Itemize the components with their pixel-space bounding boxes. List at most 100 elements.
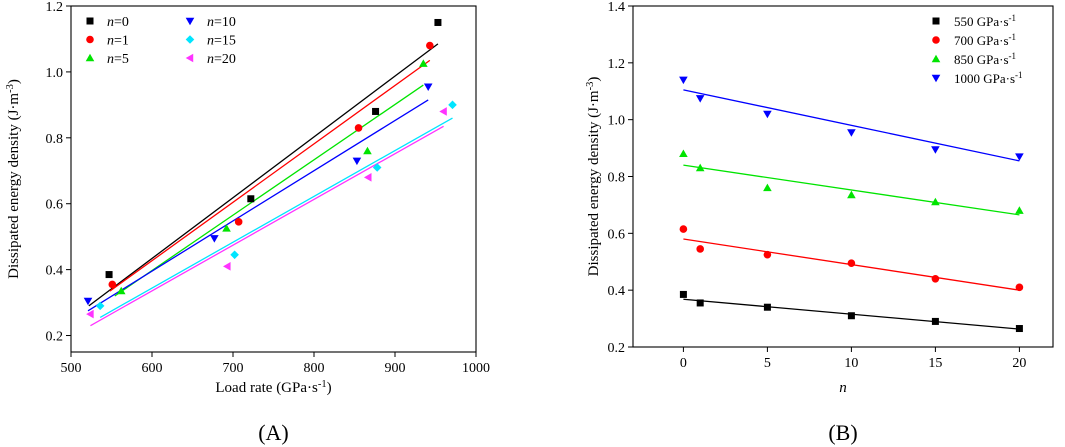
x-tick-label: 5	[764, 356, 771, 371]
data-point	[763, 250, 772, 259]
legend-label: n=10	[207, 15, 236, 30]
plot-frame	[70, 5, 477, 353]
data-point	[363, 146, 372, 155]
data-point	[116, 286, 126, 295]
x-tick-label: 10	[844, 356, 858, 371]
y-tick-label: 0.4	[46, 264, 64, 279]
data-point	[931, 275, 940, 283]
data-point	[847, 312, 855, 320]
y-tick-label: 0.6	[46, 198, 64, 213]
x-tick-label: 1000	[462, 361, 490, 376]
legend-marker	[85, 53, 95, 62]
fit-line	[90, 125, 444, 327]
data-point	[234, 218, 243, 226]
legend-marker	[185, 53, 194, 63]
data-point	[931, 197, 940, 206]
data-point	[695, 163, 705, 172]
data-point	[847, 190, 856, 199]
legend-label: 550 GPa·s-1	[954, 13, 1016, 29]
data-point	[222, 224, 231, 232]
legend-label: n=20	[207, 52, 236, 67]
legend-marker	[931, 54, 941, 63]
y-tick-label: 1.4	[608, 0, 626, 15]
data-point	[423, 83, 433, 92]
x-tick-label: 20	[1012, 356, 1026, 371]
x-tick-label: 0	[680, 356, 687, 371]
y-tick-label: 1.0	[46, 66, 64, 81]
x-tick-label: 900	[385, 361, 406, 376]
fit-line	[683, 164, 1020, 216]
data-point	[847, 129, 856, 137]
y-tick-label: 0.4	[608, 284, 626, 299]
data-point	[426, 41, 434, 50]
y-tick-label: 0.8	[608, 171, 626, 186]
data-point	[847, 259, 856, 267]
y-axis-title: Dissipated energy density (J·m-3)	[585, 77, 602, 277]
y-tick-label: 1.2	[46, 0, 64, 15]
x-axis-title: Load rate (GPa·s-1)	[215, 379, 331, 396]
fit-line	[114, 84, 424, 297]
data-point	[1015, 206, 1024, 214]
x-axis-title: n	[839, 380, 847, 396]
x-tick-label: 15	[928, 356, 942, 371]
data-point	[439, 107, 447, 116]
data-point	[352, 157, 362, 166]
y-tick-label: 0.8	[46, 132, 64, 147]
chart-panel-a: 500 600 700 800 900 1000 0.2 0.4 0.6 0.8 1.0 1.2 Loa…	[5, 0, 490, 445]
fit-line	[683, 89, 1020, 162]
data-point	[86, 309, 94, 319]
data-point	[1015, 153, 1024, 161]
legend-marker	[86, 17, 94, 25]
data-point	[230, 250, 239, 260]
panel-label: (B)	[828, 420, 857, 445]
data-point	[679, 290, 687, 298]
x-tick-label: 600	[142, 361, 163, 376]
x-tick-label: 800	[304, 361, 325, 376]
data-point	[223, 262, 231, 271]
data-point	[419, 59, 428, 67]
y-axis-title: Dissipated energy density (J·m-3)	[5, 79, 22, 279]
x-tick-label: 500	[61, 361, 82, 376]
data-point	[696, 245, 704, 253]
chart-panel-b: 0 5 10 15 20 0.2 0.4 0.6 0.8 1.0 1.2 1.4 n Dissipated…	[585, 0, 1054, 445]
legend: n=0 n=1 n=5 n=10 n=15 n=20	[85, 15, 236, 67]
legend-marker	[86, 35, 94, 44]
data-point	[108, 280, 117, 289]
x-tick-label: 700	[223, 361, 244, 376]
legend-marker	[931, 74, 941, 83]
fit-line	[99, 117, 453, 318]
legend-label: 700 GPa·s-1	[954, 32, 1016, 48]
legend-label: n=15	[207, 34, 236, 49]
data-point	[434, 18, 442, 26]
data-point	[679, 149, 688, 157]
data-point	[695, 95, 705, 103]
y-tick-label: 0.2	[608, 341, 626, 356]
data-point	[372, 163, 382, 172]
panel-label: (A)	[258, 420, 289, 445]
data-point	[679, 225, 688, 233]
legend-label: n=0	[107, 15, 129, 30]
legend-marker	[185, 35, 195, 44]
data-point	[931, 146, 940, 154]
data-point	[448, 100, 457, 110]
data-point	[696, 299, 704, 307]
legend-marker	[932, 17, 940, 25]
y-tick-label: 0.6	[608, 227, 626, 242]
legend-marker	[932, 36, 940, 44]
data-point	[1015, 283, 1024, 292]
fit-line	[88, 43, 439, 307]
data-point	[247, 195, 255, 203]
data-point	[763, 183, 772, 192]
data-point	[679, 76, 688, 85]
fit-line	[87, 99, 429, 312]
data-point	[1015, 325, 1023, 333]
data-point	[931, 317, 939, 325]
legend-marker	[185, 17, 195, 26]
legend-label: 850 GPa·s-1	[954, 51, 1016, 67]
legend-label: 1000 GPa·s-1	[954, 70, 1023, 86]
data-point	[363, 173, 372, 182]
data-point	[372, 107, 380, 115]
y-tick-label: 0.2	[46, 330, 64, 345]
data-point	[83, 297, 93, 306]
